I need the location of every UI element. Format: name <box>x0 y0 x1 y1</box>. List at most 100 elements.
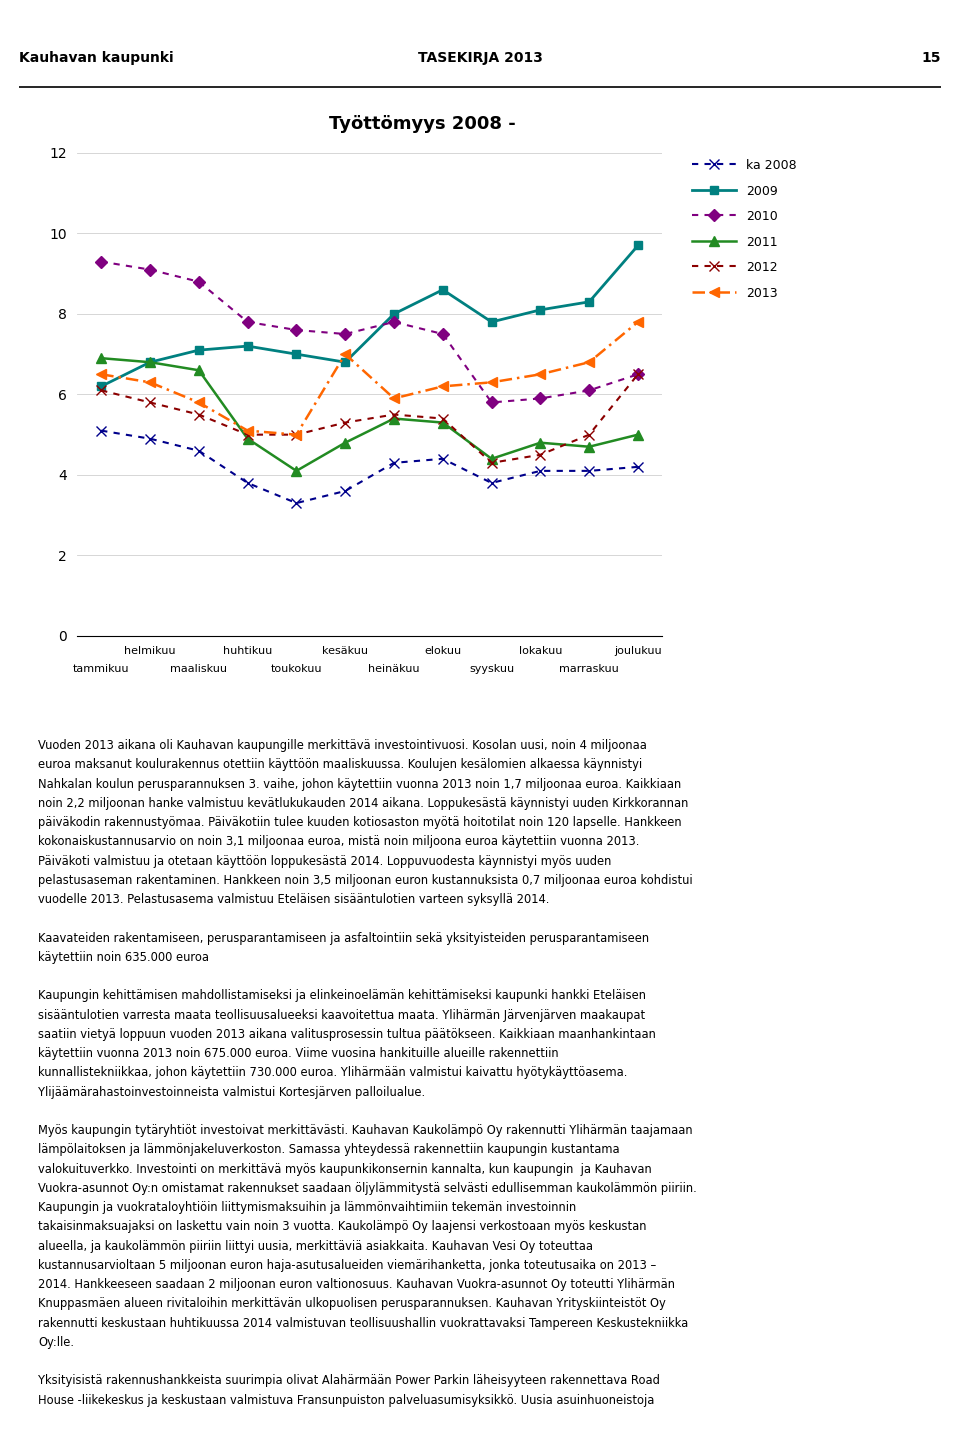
2012 <box>340 414 351 432</box>
2010 <box>193 273 204 290</box>
2010 <box>388 313 399 330</box>
2010 <box>242 313 253 330</box>
Text: käytettiin vuonna 2013 noin 675.000 euroa. Viime vuosina hankituille alueille ra: käytettiin vuonna 2013 noin 675.000 euro… <box>38 1047 559 1060</box>
Legend: ka 2008, 2009, 2010, 2011, 2012, 2013: ka 2008, 2009, 2010, 2011, 2012, 2013 <box>692 159 797 300</box>
Text: kustannusarvioltaan 5 miljoonan euron haja-asutusalueiden viemärihanketta, jonka: kustannusarvioltaan 5 miljoonan euron ha… <box>38 1259 657 1272</box>
Text: tammikuu: tammikuu <box>73 663 130 673</box>
2011 <box>584 439 595 456</box>
Text: euroa maksanut koulurakennus otettiin käyttöön maaliskuussa. Koulujen kesälomien: euroa maksanut koulurakennus otettiin kä… <box>38 759 642 772</box>
2013 <box>291 426 302 443</box>
Text: marraskuu: marraskuu <box>560 663 619 673</box>
2009 <box>340 353 351 370</box>
2009 <box>535 302 546 319</box>
2009 <box>193 342 204 359</box>
Text: vuodelle 2013. Pelastusasema valmistuu Eteläisen sisääntulotien varteen syksyllä: vuodelle 2013. Pelastusasema valmistuu E… <box>38 893 550 906</box>
2010 <box>340 326 351 343</box>
ka 2008 <box>633 459 644 476</box>
2010 <box>535 390 546 407</box>
Text: Ylijäämärahastoinvestoinneista valmistui Kortesjärven palloilualue.: Ylijäämärahastoinvestoinneista valmistui… <box>38 1086 425 1099</box>
Text: Oy:lle.: Oy:lle. <box>38 1336 75 1349</box>
Text: Kaupungin ja vuokrataloyhtiöin liittymismaksuihin ja lämmönvaihtimiin tekemän in: Kaupungin ja vuokrataloyhtiöin liittymis… <box>38 1202 577 1215</box>
Text: Kaavateiden rakentamiseen, perusparantamiseen ja asfaltointiin sekä yksityisteid: Kaavateiden rakentamiseen, perusparantam… <box>38 932 650 945</box>
2012 <box>291 426 302 443</box>
2009 <box>584 293 595 310</box>
2011 <box>144 353 156 370</box>
2013 <box>144 374 156 392</box>
Text: Vuoden 2013 aikana oli Kauhavan kaupungille merkittävä investointivuosi. Kosolan: Vuoden 2013 aikana oli Kauhavan kaupungi… <box>38 739 647 752</box>
Text: 15: 15 <box>922 51 941 66</box>
Text: House -liikekeskus ja keskustaan valmistuva Fransunpuiston palveluasumisyksikkö.: House -liikekeskus ja keskustaan valmist… <box>38 1393 655 1406</box>
2009 <box>388 306 399 323</box>
2012 <box>437 410 448 427</box>
2013 <box>535 366 546 383</box>
ka 2008 <box>95 422 107 439</box>
2012 <box>388 406 399 423</box>
2013 <box>437 377 448 394</box>
2013 <box>584 353 595 370</box>
2009 <box>95 377 107 394</box>
ka 2008 <box>340 483 351 500</box>
2011 <box>340 434 351 452</box>
Text: saatiin vietyä loppuun vuoden 2013 aikana valitusprosessin tultua päätökseen. Ka: saatiin vietyä loppuun vuoden 2013 aikan… <box>38 1027 657 1040</box>
Text: valokuituverkko. Investointi on merkittävä myös kaupunkikonsernin kannalta, kun : valokuituverkko. Investointi on merkittä… <box>38 1163 652 1176</box>
Text: kokonaiskustannusarvio on noin 3,1 miljoonaa euroa, mistä noin miljoona euroa kä: kokonaiskustannusarvio on noin 3,1 miljo… <box>38 836 639 849</box>
Text: Vuokra-asunnot Oy:n omistamat rakennukset saadaan öljylämmitystä selvästi edulli: Vuokra-asunnot Oy:n omistamat rakennukse… <box>38 1182 697 1195</box>
Text: Knuppasmäen alueen rivitaloihin merkittävän ulkopuolisen perusparannuksen. Kauha: Knuppasmäen alueen rivitaloihin merkittä… <box>38 1298 666 1310</box>
2011 <box>242 430 253 447</box>
Text: Päiväkoti valmistuu ja otetaan käyttöön loppukesästä 2014. Loppuvuodesta käynnis: Päiväkoti valmistuu ja otetaan käyttöön … <box>38 855 612 867</box>
Line: 2013: 2013 <box>96 317 643 440</box>
Line: ka 2008: ka 2008 <box>96 426 643 507</box>
Text: syyskuu: syyskuu <box>469 663 515 673</box>
2009 <box>437 282 448 299</box>
Text: Nahkalan koulun perusparannuksen 3. vaihe, johon käytettiin vuonna 2013 noin 1,7: Nahkalan koulun perusparannuksen 3. vaih… <box>38 777 682 790</box>
2013 <box>486 374 497 392</box>
2010 <box>486 394 497 412</box>
2009 <box>144 353 156 370</box>
2012 <box>95 382 107 399</box>
Text: rakennutti keskustaan huhtikuussa 2014 valmistuvan teollisuushallin vuokrattavak: rakennutti keskustaan huhtikuussa 2014 v… <box>38 1316 688 1329</box>
Line: 2010: 2010 <box>97 257 642 407</box>
2010 <box>95 253 107 270</box>
ka 2008 <box>388 454 399 472</box>
Text: käytettiin noin 635.000 euroa: käytettiin noin 635.000 euroa <box>38 950 209 963</box>
ka 2008 <box>144 430 156 447</box>
2009 <box>633 237 644 254</box>
2009 <box>486 313 497 330</box>
Text: Yksityisistä rakennushankkeista suurimpia olivat Alahärmään Power Parkin läheisy: Yksityisistä rakennushankkeista suurimpi… <box>38 1375 660 1388</box>
2011 <box>535 434 546 452</box>
Text: lämpölaitoksen ja lämmönjakeluverkoston. Samassa yhteydessä rakennettiin kaupung: lämpölaitoksen ja lämmönjakeluverkoston.… <box>38 1143 620 1156</box>
ka 2008 <box>193 442 204 459</box>
Text: kunnallistekniikkaa, johon käytettiin 730.000 euroa. Ylihärmään valmistui kaivat: kunnallistekniikkaa, johon käytettiin 73… <box>38 1066 628 1079</box>
2010 <box>633 366 644 383</box>
Line: 2012: 2012 <box>96 370 643 467</box>
2011 <box>437 414 448 432</box>
Text: Työttömyys 2008 -: Työttömyys 2008 - <box>329 116 516 133</box>
2013 <box>340 346 351 363</box>
2013 <box>95 366 107 383</box>
Line: 2009: 2009 <box>97 242 642 390</box>
2011 <box>388 410 399 427</box>
2013 <box>633 313 644 330</box>
Line: 2011: 2011 <box>96 353 643 476</box>
Text: alueella, ja kaukolämmön piiriin liittyi uusia, merkittäviä asiakkaita. Kauhavan: alueella, ja kaukolämmön piiriin liittyi… <box>38 1239 593 1253</box>
Text: Myös kaupungin tytäryhtiöt investoivat merkittävästi. Kauhavan Kaukolämpö Oy rak: Myös kaupungin tytäryhtiöt investoivat m… <box>38 1125 693 1137</box>
2011 <box>95 350 107 367</box>
2010 <box>291 322 302 339</box>
ka 2008 <box>535 463 546 480</box>
Text: heinäkuu: heinäkuu <box>369 663 420 673</box>
2010 <box>144 262 156 279</box>
2012 <box>144 394 156 412</box>
2012 <box>535 446 546 463</box>
2012 <box>193 406 204 423</box>
2012 <box>486 454 497 472</box>
ka 2008 <box>486 474 497 492</box>
2011 <box>633 426 644 443</box>
ka 2008 <box>584 463 595 480</box>
2009 <box>291 346 302 363</box>
Text: päiväkodin rakennustyömaa. Päiväkotiin tulee kuuden kotiosaston myötä hoitotilat: päiväkodin rakennustyömaa. Päiväkotiin t… <box>38 816 682 829</box>
Text: 2014. Hankkeeseen saadaan 2 miljoonan euron valtionosuus. Kauhavan Vuokra-asunno: 2014. Hankkeeseen saadaan 2 miljoonan eu… <box>38 1278 676 1292</box>
ka 2008 <box>242 474 253 492</box>
Text: noin 2,2 miljoonan hanke valmistuu kevätlukukauden 2014 aikana. Loppukesästä käy: noin 2,2 miljoonan hanke valmistuu kevät… <box>38 797 688 810</box>
2013 <box>388 390 399 407</box>
2011 <box>193 362 204 379</box>
